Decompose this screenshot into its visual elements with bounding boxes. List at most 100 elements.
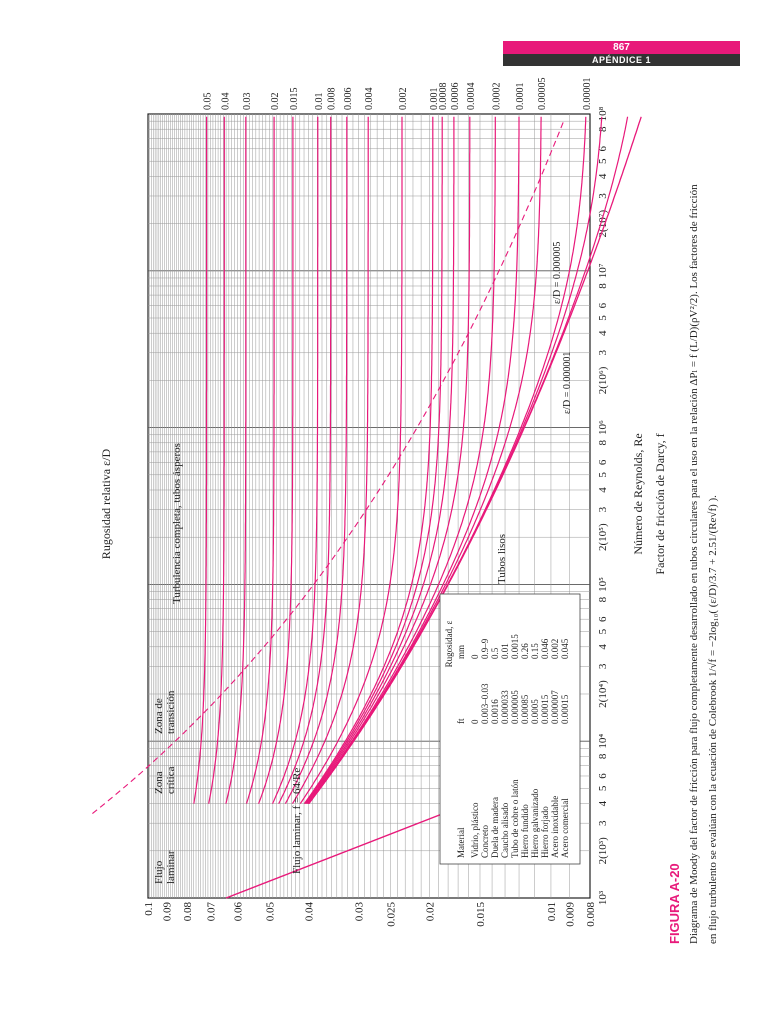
x-tick-label: 3 <box>597 193 609 199</box>
chart-curves <box>92 116 642 899</box>
table-cell: 0.0016 <box>490 699 500 724</box>
x-tick-label: 4 <box>597 173 609 179</box>
y-tick-label: 0.04 <box>303 902 315 922</box>
y-axis-label: Factor de fricción de Darcy, f <box>653 433 667 574</box>
ed-000001-label: ε/D = 0.000001 <box>562 352 573 414</box>
right-tick-label: 0.01 <box>314 93 325 111</box>
y-tick-label: 0.06 <box>232 902 244 922</box>
chart-annotations: Flujo laminar Zona crítica Zona de transición… <box>153 242 573 884</box>
roughness-curve <box>306 116 471 804</box>
x-tick-label: 10⁸ <box>597 106 609 121</box>
x-axis-label: Número de Reynolds, Re <box>631 433 645 554</box>
x-tick-label: 10⁵ <box>597 577 609 592</box>
roughness-curve <box>278 116 332 804</box>
right-tick-label: 0.0002 <box>491 83 502 111</box>
x-tick-label: 6 <box>597 616 609 622</box>
table-cell: 0.26 <box>520 643 530 659</box>
table-cell: 0.0015 <box>510 634 520 659</box>
right-tick-label: 0.0006 <box>450 83 461 111</box>
materials-table-box <box>439 593 581 865</box>
table-cell: Hierro fundido <box>520 804 530 858</box>
right-axis-label: Rugosidad relativa ε/D <box>99 448 113 559</box>
table-cell: Hierro galvanizado <box>530 788 540 858</box>
y-tick-label: 0.009 <box>564 902 576 927</box>
y-tick-label: 0.08 <box>182 902 194 922</box>
x-tick-label: 2(10³) <box>597 837 609 864</box>
x-tick-label: 4 <box>597 487 609 493</box>
x-tick-label: 3 <box>597 506 609 512</box>
page-number: 867 <box>503 41 740 54</box>
right-tick-label: 0.006 <box>343 88 354 111</box>
figure-caption-line2: en flujo turbulento se evalúan con la ec… <box>707 495 719 944</box>
right-tick-label: 0.03 <box>242 93 253 111</box>
figure-caption-line1: Diagrama de Moody del factor de fricción… <box>688 184 700 944</box>
x-tick-label: 5 <box>597 628 609 634</box>
x-tick-label: 2(10⁵) <box>597 523 609 551</box>
x-tick-label: 3 <box>597 663 609 669</box>
plot-border <box>147 113 591 899</box>
x-tick-label: 2(10⁶) <box>597 366 609 394</box>
table-cell: Tubo de cobre o latón <box>510 779 520 858</box>
right-tick-label: 0.0001 <box>515 83 526 111</box>
x-tick-label: 5 <box>597 785 609 791</box>
roughness-curve <box>284 116 348 804</box>
x-tick-label: 4 <box>597 644 609 650</box>
roughness-curve <box>307 116 496 804</box>
table-cell: Caucho alisado <box>500 802 510 858</box>
right-tick-label: 0.002 <box>398 88 409 111</box>
x-tick-label: 10³ <box>597 890 609 905</box>
table-cell: 0.00015 <box>560 694 570 724</box>
table-cell: 0.01 <box>500 643 510 659</box>
y-tick-label: 0.01 <box>546 902 558 921</box>
x-tick-label: 10⁴ <box>597 734 609 749</box>
chart-labels: Número de Reynolds, Re Factor de fricció… <box>99 184 719 944</box>
roughness-curve <box>271 116 319 804</box>
chart-ticks: 10³ 2(10³) 3 4 5 6 8 10⁴ 2(10⁴) 3 4 5 6 8 10⁵ 2(10⁵) 3 4 5… <box>143 78 609 927</box>
table-cell: Hierro forjado <box>540 806 550 858</box>
smooth-pipe-curve <box>308 116 642 804</box>
table-cell: 0.000033 <box>500 690 510 724</box>
turbulence-boundary <box>92 118 566 815</box>
x-tick-label: 8 <box>597 440 609 446</box>
x-tick-label: 4 <box>597 330 609 336</box>
table-cell: 0.046 <box>540 638 550 659</box>
x-tick-label: 6 <box>597 459 609 465</box>
y-tick-label: 0.015 <box>475 902 487 927</box>
right-tick-label: 0.05 <box>203 93 214 111</box>
turbulence-label: Turbulencia completa, tubos ásperos <box>171 443 183 604</box>
zone-transition-label: Zona de <box>153 698 165 734</box>
x-tick-label: 2(10⁷) <box>597 209 609 237</box>
table-column-header: Material <box>456 827 466 858</box>
x-tick-label: 8 <box>597 753 609 759</box>
x-tick-label: 3 <box>597 820 609 826</box>
x-tick-label: 8 <box>597 596 609 602</box>
x-tick-label: 6 <box>597 146 609 152</box>
y-tick-label: 0.05 <box>264 902 276 922</box>
right-tick-label: 0.004 <box>364 88 375 111</box>
zone-laminar-label: laminar <box>165 850 177 884</box>
table-cell: 0.002 <box>550 639 560 659</box>
roughness-curve <box>225 116 247 804</box>
x-tick-label: 6 <box>597 773 609 779</box>
table-group-header: Rugosidad, ε <box>444 620 454 667</box>
right-tick-label: 0.0004 <box>466 83 477 111</box>
roughness-curve <box>208 116 225 804</box>
roughness-curve <box>305 116 455 804</box>
table-cell: 0.0005 <box>530 699 540 724</box>
right-tick-label: 0.001 <box>429 88 440 111</box>
x-tick-label: 5 <box>597 472 609 478</box>
roughness-curve <box>299 116 403 804</box>
right-tick-label: 0.04 <box>220 93 231 111</box>
table-cell: Duela de madera <box>490 797 500 858</box>
ed-000005-label: ε/D = 0.000005 <box>552 242 563 304</box>
y-tick-label: 0.03 <box>354 902 366 922</box>
table-cell: 0 <box>470 654 480 659</box>
right-tick-label: 0.00005 <box>537 78 548 111</box>
roughness-curve <box>304 116 443 804</box>
x-tick-label: 8 <box>597 126 609 132</box>
figure-label: FIGURA A-20 <box>667 863 682 944</box>
right-tick-label: 0.00001 <box>582 78 593 111</box>
roughness-curve <box>245 116 275 804</box>
x-tick-label: 4 <box>597 800 609 806</box>
table-cell: 0.003–0.03 <box>480 683 490 724</box>
